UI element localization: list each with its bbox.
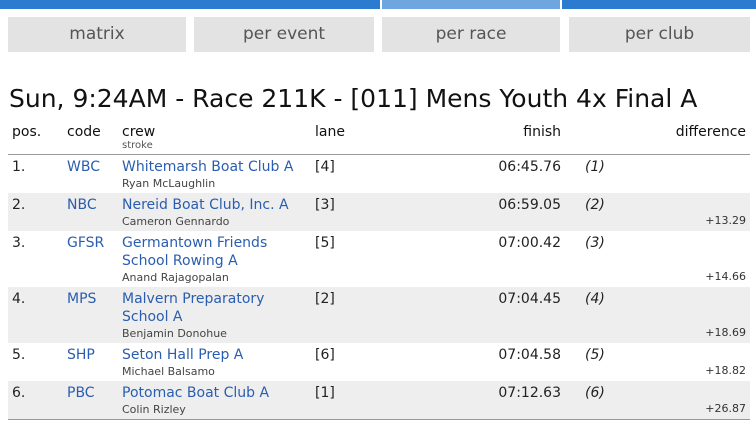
race-title: Sun, 9:24AM - Race 211K - [011] Mens You… <box>9 84 698 113</box>
pos: 6. <box>8 381 63 420</box>
crew-cell: Potomac Boat Club A Colin Rizley <box>118 381 311 420</box>
header-cell: pos. <box>8 122 63 155</box>
tab[interactable]: per race <box>382 17 560 52</box>
crew[interactable]: Germantown Friends School Rowing A <box>122 235 268 269</box>
pos: 1. <box>12 159 26 175</box>
header-row: pos. code crew stroke lane finish differe… <box>8 122 750 155</box>
stroke: Michael Balsamo <box>122 365 215 378</box>
difference: +18.82 <box>705 364 746 377</box>
code[interactable]: SHP <box>67 347 95 363</box>
tab[interactable]: per event <box>194 17 374 52</box>
crew[interactable]: Seton Hall Prep A <box>122 347 244 363</box>
lane: [4] <box>315 159 335 175</box>
difference: +26.87 <box>631 381 750 420</box>
place: (1) <box>585 159 605 175</box>
lane: [1] <box>311 381 371 420</box>
stroke: Anand Rajagopalan <box>122 271 229 284</box>
result-row: 6. PBC Potomac Boat Club A Colin Rizley [1] 0… <box>8 381 750 420</box>
top-bar <box>0 0 756 9</box>
header-cell: crew stroke <box>118 122 311 155</box>
place: (3) <box>585 235 605 251</box>
top-segment <box>562 0 756 9</box>
difference <box>631 155 750 194</box>
results-table: pos. code crew stroke lane finish differe… <box>8 122 750 420</box>
header-cell: difference <box>631 122 750 155</box>
crew-cell: Seton Hall Prep A Michael Balsamo <box>118 343 311 381</box>
header-cell: code <box>63 122 118 155</box>
code[interactable]: GFSR <box>67 235 105 251</box>
finish: 06:59.05 <box>371 193 581 231</box>
code[interactable]: WBC <box>67 159 100 175</box>
pos: 5. <box>12 347 26 363</box>
finish: 07:12.63 <box>371 381 581 420</box>
result-row: 3. GFSR Germantown Friends School Rowing A… <box>8 231 750 287</box>
stroke: Ryan McLaughlin <box>122 177 216 190</box>
crew-cell: Germantown Friends School Rowing A Anand … <box>118 231 311 287</box>
tabs: matrix per event per race per club <box>0 17 756 52</box>
lane: [3] <box>311 193 371 231</box>
header-cell <box>581 122 631 155</box>
code[interactable]: PBC <box>63 381 118 420</box>
lane: [6] <box>315 347 335 363</box>
pos: 3. <box>12 235 26 251</box>
result-row: 1. WBC Whitemarsh Boat Club A Ryan McLaughl… <box>8 155 750 194</box>
finish: 07:04.45 <box>371 287 581 343</box>
finish: 07:00.42 <box>498 235 561 251</box>
code[interactable]: NBC <box>63 193 118 231</box>
crew[interactable]: Whitemarsh Boat Club A <box>122 159 294 175</box>
crew[interactable]: Nereid Boat Club, Inc. A <box>122 197 289 213</box>
lane: [2] <box>311 287 371 343</box>
tab[interactable]: matrix <box>8 17 186 52</box>
lane: [5] <box>315 235 335 251</box>
header-sublabel: stroke <box>122 140 153 151</box>
top-segment <box>0 0 380 9</box>
difference: +18.69 <box>631 287 750 343</box>
place: (6) <box>581 381 631 420</box>
crew[interactable]: Malvern Preparatory School A <box>122 291 265 325</box>
place: (5) <box>585 347 605 363</box>
code[interactable]: MPS <box>63 287 118 343</box>
stroke: Colin Rizley <box>122 403 186 416</box>
crew-cell: Whitemarsh Boat Club A Ryan McLaughlin <box>118 155 311 194</box>
finish: 06:45.76 <box>498 159 561 175</box>
place: (2) <box>581 193 631 231</box>
difference: +13.29 <box>631 193 750 231</box>
place: (4) <box>581 287 631 343</box>
header-cell: lane <box>311 122 371 155</box>
difference: +14.66 <box>705 270 746 283</box>
header-cell: finish <box>371 122 581 155</box>
result-row: 5. SHP Seton Hall Prep A Michael Balsamo [6]… <box>8 343 750 381</box>
crew[interactable]: Potomac Boat Club A <box>122 385 270 401</box>
header-label: crew <box>122 124 156 140</box>
crew-cell: Nereid Boat Club, Inc. A Cameron Gennardo <box>118 193 311 231</box>
result-row: 4. MPS Malvern Preparatory School A Benjami… <box>8 287 750 343</box>
result-row: 2. NBC Nereid Boat Club, Inc. A Cameron Gen… <box>8 193 750 231</box>
stroke: Cameron Gennardo <box>122 215 230 228</box>
stroke: Benjamin Donohue <box>122 327 227 340</box>
finish: 07:04.58 <box>498 347 561 363</box>
tab[interactable]: per club <box>569 17 750 52</box>
crew-cell: Malvern Preparatory School A Benjamin Don… <box>118 287 311 343</box>
pos: 4. <box>8 287 63 343</box>
pos: 2. <box>8 193 63 231</box>
top-segment <box>382 0 560 9</box>
